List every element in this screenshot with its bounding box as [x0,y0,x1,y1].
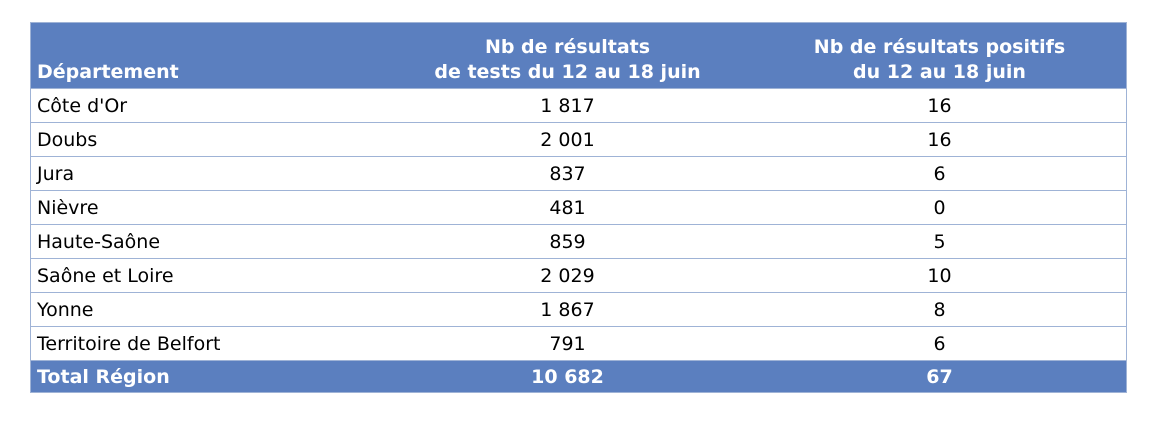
results-table: Département Nb de résultats de tests du … [31,23,1126,392]
header-positives-line1: Nb de résultats positifs [813,36,1066,58]
table-row: Saône et Loire 2 029 10 [31,258,1126,293]
header-tests-line1: Nb de résultats [484,36,651,58]
table-row: Jura 837 6 [31,156,1126,191]
header-positives-line2: du 12 au 18 juin [853,61,1026,83]
cell-tests: 859 [382,224,753,259]
table-row: Côte d'Or 1 817 16 [31,88,1126,123]
cell-tests: 2 001 [382,122,753,157]
cell-positives: 16 [753,88,1126,123]
table-header: Département Nb de résultats de tests du … [31,23,1126,89]
header-tests: Nb de résultats de tests du 12 au 18 jui… [382,23,753,89]
cell-positives: 6 [753,326,1126,361]
cell-department: Nièvre [31,190,382,225]
cell-tests: 481 [382,190,753,225]
cell-department: Doubs [31,122,382,157]
cell-positives: 16 [753,122,1126,157]
cell-department: Jura [31,156,382,191]
cell-department: Yonne [31,292,382,327]
cell-positives: 6 [753,156,1126,191]
total-tests: 10 682 [382,360,753,392]
cell-tests: 791 [382,326,753,361]
cell-tests: 2 029 [382,258,753,293]
table-row: Yonne 1 867 8 [31,292,1126,327]
table-body: Côte d'Or 1 817 16 Doubs 2 001 16 Jura 8… [31,88,1126,361]
header-tests-line2: de tests du 12 au 18 juin [434,61,701,83]
cell-department: Territoire de Belfort [31,326,382,361]
total-row: Total Région 10 682 67 [31,360,1126,392]
table-row: Haute-Saône 859 5 [31,224,1126,259]
cell-department: Haute-Saône [31,224,382,259]
cell-department: Côte d'Or [31,88,382,123]
cell-positives: 10 [753,258,1126,293]
table-row: Doubs 2 001 16 [31,122,1126,157]
cell-department: Saône et Loire [31,258,382,293]
cell-positives: 8 [753,292,1126,327]
total-label: Total Région [31,360,382,392]
cell-tests: 837 [382,156,753,191]
table-row: Nièvre 481 0 [31,190,1126,225]
cell-positives: 0 [753,190,1126,225]
results-table-container: Département Nb de résultats de tests du … [30,22,1127,393]
header-row: Département Nb de résultats de tests du … [31,23,1126,89]
cell-positives: 5 [753,224,1126,259]
cell-tests: 1 867 [382,292,753,327]
cell-tests: 1 817 [382,88,753,123]
header-positives: Nb de résultats positifs du 12 au 18 jui… [753,23,1126,89]
header-department: Département [31,23,382,89]
table-footer: Total Région 10 682 67 [31,360,1126,392]
table-row: Territoire de Belfort 791 6 [31,326,1126,361]
total-positives: 67 [753,360,1126,392]
